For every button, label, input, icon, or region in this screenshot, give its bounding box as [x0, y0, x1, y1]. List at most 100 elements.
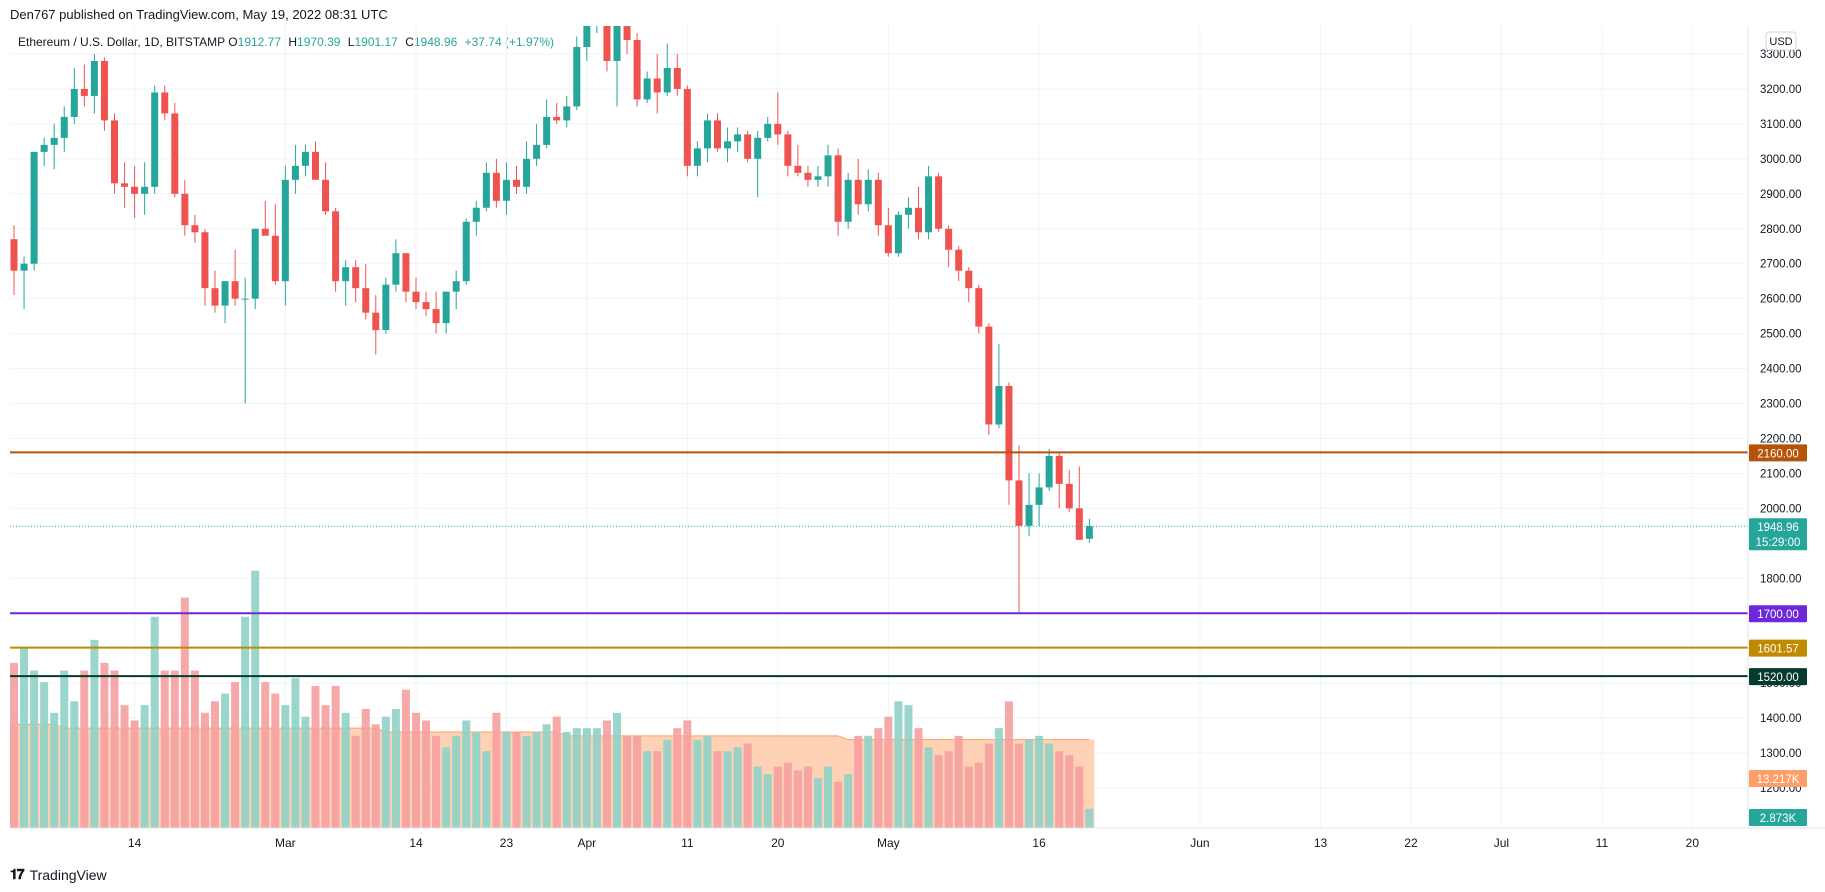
- candle-body: [965, 270, 973, 289]
- x-tick-label: 16: [1032, 836, 1046, 850]
- candle: [452, 270, 460, 310]
- candle-body: [915, 207, 922, 233]
- close-value: 1948.96: [413, 35, 458, 49]
- candle: [894, 211, 902, 257]
- candle: [774, 92, 782, 145]
- volume-bar: [170, 670, 179, 828]
- candle: [573, 36, 581, 110]
- volume-bar: [80, 670, 89, 828]
- high-label: H: [288, 35, 298, 49]
- open-label: O: [228, 35, 238, 49]
- volume-bar: [472, 732, 481, 828]
- volume-bar: [512, 732, 521, 828]
- volume-bar: [180, 597, 189, 828]
- candle: [533, 123, 541, 166]
- last-price-badge-bg: [1749, 518, 1807, 551]
- candle: [211, 270, 219, 313]
- candle-body: [100, 60, 108, 121]
- volume-bar: [140, 705, 149, 828]
- candle: [100, 57, 108, 131]
- candle: [90, 54, 98, 114]
- footer-brand[interactable]: 𝟏𝟕 TradingView: [10, 866, 107, 883]
- volume-bar: [633, 735, 642, 828]
- candle-body: [764, 123, 772, 138]
- x-tick-label: 11: [1596, 836, 1609, 850]
- candle: [1005, 382, 1013, 505]
- candle-body: [613, 26, 621, 61]
- tradingview-logo-icon: 𝟏𝟕: [10, 866, 25, 882]
- candle: [744, 130, 752, 163]
- candle-body: [734, 134, 742, 142]
- candle: [784, 130, 792, 177]
- y-tick-label: 1800.00: [1760, 573, 1802, 585]
- candle: [312, 141, 319, 180]
- level-badge-text: 1520.00: [1757, 672, 1799, 684]
- candle-body: [693, 148, 701, 166]
- candle-body: [50, 137, 58, 145]
- volume-bar: [542, 724, 551, 828]
- candle: [80, 64, 88, 107]
- candle: [915, 186, 922, 240]
- y-tick-label: 1400.00: [1760, 713, 1802, 725]
- volume-bar: [502, 732, 511, 828]
- x-tick-label: Jun: [1190, 836, 1209, 850]
- candle-body: [281, 179, 289, 282]
- candle-body: [221, 281, 229, 306]
- candle: [40, 137, 48, 166]
- volume-bar: [773, 766, 782, 828]
- volume-bar: [462, 720, 471, 828]
- volume-bar: [1015, 743, 1023, 828]
- volume-ma-badge: 13.217K: [1749, 770, 1807, 787]
- volume-bar: [532, 732, 541, 828]
- candle: [60, 106, 68, 152]
- candle-body: [593, 5, 600, 12]
- volume-bar: [331, 685, 340, 828]
- candle: [50, 123, 58, 170]
- volume-bar: [150, 616, 159, 828]
- y-tick-label: 1300.00: [1760, 748, 1802, 760]
- volume-bar: [623, 735, 632, 828]
- candle-body: [462, 221, 470, 282]
- candle-body: [754, 137, 762, 159]
- volume-bar: [783, 762, 792, 828]
- volume-bar: [100, 662, 109, 828]
- candle: [70, 67, 78, 124]
- candle-body: [814, 176, 822, 180]
- volume-bar: [643, 751, 652, 828]
- candle: [372, 295, 380, 355]
- candle-body: [151, 92, 159, 187]
- candle-body: [422, 302, 430, 310]
- candle-body: [985, 326, 993, 425]
- candle-body: [161, 92, 169, 114]
- candle-body: [844, 179, 852, 222]
- candle-body: [1015, 480, 1023, 526]
- volume-last-badge: 2.873K: [1749, 809, 1807, 826]
- close-label: C: [405, 35, 414, 49]
- candle: [1025, 473, 1033, 537]
- candle: [161, 85, 169, 121]
- volume-bar: [673, 728, 682, 828]
- y-tick-label: 3000.00: [1760, 154, 1802, 166]
- volume-bar: [894, 701, 903, 828]
- candle-body: [945, 228, 953, 250]
- candle: [663, 43, 671, 96]
- candle-body: [904, 207, 912, 215]
- candle-body: [362, 288, 370, 313]
- candle-body: [513, 179, 520, 187]
- volume-bar: [683, 720, 692, 828]
- candle: [633, 33, 641, 107]
- candle-body: [724, 141, 732, 149]
- candle: [10, 225, 18, 296]
- volume-bar: [572, 728, 581, 828]
- volume-bar: [803, 766, 812, 828]
- candle: [603, 26, 611, 72]
- y-tick-label: 3100.00: [1760, 119, 1802, 131]
- level-badge: 1700.00: [1749, 605, 1807, 623]
- candle: [703, 113, 711, 163]
- candle-body: [322, 179, 330, 212]
- candle-body: [382, 284, 390, 331]
- candle-body: [60, 116, 68, 138]
- volume-bar: [10, 662, 18, 828]
- volume-bar: [904, 705, 913, 828]
